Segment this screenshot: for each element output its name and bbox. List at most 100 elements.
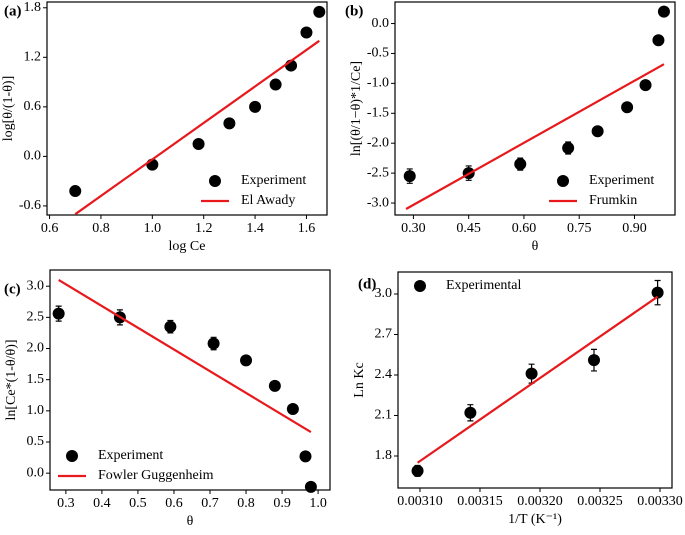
data-point xyxy=(525,367,538,380)
x-axis-label: 1/T (K⁻¹) xyxy=(508,512,562,527)
y-tick-label: 0.0 xyxy=(372,16,390,31)
x-tick-label: 0.7 xyxy=(201,496,219,511)
data-point xyxy=(52,307,65,320)
y-tick-label: -3.0 xyxy=(367,195,389,210)
legend-label: Experimental xyxy=(446,278,522,293)
y-tick-label: 2.1 xyxy=(375,408,393,423)
plot-frame xyxy=(397,271,673,489)
data-point xyxy=(313,5,326,18)
x-tick-label: 0.90 xyxy=(622,221,647,236)
y-tick-label: 3.0 xyxy=(27,278,45,293)
data-point xyxy=(240,354,253,367)
fit-line xyxy=(416,295,659,464)
plot-frame xyxy=(394,1,676,216)
y-tick-label: 2.4 xyxy=(375,367,393,382)
data-point xyxy=(164,320,177,333)
data-point xyxy=(300,26,313,39)
y-axis-label: log[θ/(1-θ)] xyxy=(1,76,16,142)
data-point xyxy=(514,158,527,171)
x-axis-label: θ xyxy=(532,239,539,254)
data-point xyxy=(562,141,575,154)
data-point xyxy=(657,5,670,18)
data-point xyxy=(652,34,665,47)
y-tick-label: 2.7 xyxy=(375,327,393,342)
legend-marker xyxy=(209,175,221,187)
x-tick-label: 0.00320 xyxy=(517,494,563,509)
x-tick-label: 0.45 xyxy=(456,221,481,236)
y-axis-label: Ln Kc xyxy=(352,362,367,397)
legend-marker xyxy=(66,450,78,462)
panel-label: (a) xyxy=(4,3,22,19)
fit-line xyxy=(74,39,320,216)
data-point xyxy=(223,117,236,130)
data-point xyxy=(269,78,282,91)
x-tick-label: 0.8 xyxy=(237,496,255,511)
x-tick-label: 0.4 xyxy=(93,496,111,511)
fit-line xyxy=(405,63,665,210)
y-tick-label: 0.6 xyxy=(24,99,42,114)
x-axis-label: θ xyxy=(187,514,194,529)
x-tick-label: 0.5 xyxy=(129,496,147,511)
x-tick-label: 0.00330 xyxy=(637,494,683,509)
panel-label: (c) xyxy=(4,281,21,297)
legend-label: Experiment xyxy=(98,448,163,463)
y-tick-label: 1.8 xyxy=(375,448,393,463)
data-point xyxy=(304,480,317,493)
y-tick-label: 1.5 xyxy=(27,372,45,387)
legend-label: El Awady xyxy=(241,193,295,208)
y-tick-label: 0.0 xyxy=(24,149,42,164)
y-tick-label: -1.5 xyxy=(367,106,389,121)
x-tick-label: 1.0 xyxy=(144,221,162,236)
plot-frame xyxy=(49,269,331,491)
y-tick-label: 1.8 xyxy=(24,0,42,15)
legend-label: Fowler Guggenheim xyxy=(98,468,214,483)
y-axis-label: ln[(θ/1−θ)*1/Ce] xyxy=(349,61,364,156)
data-point xyxy=(591,125,604,138)
data-point xyxy=(286,402,299,415)
legend-label: Experiment xyxy=(241,173,306,188)
legend-label: Experiment xyxy=(589,173,654,188)
x-tick-label: 0.9 xyxy=(273,496,291,511)
y-tick-label: 1.0 xyxy=(27,403,45,418)
y-tick-label: 2.5 xyxy=(27,310,45,325)
data-point xyxy=(639,79,652,92)
x-tick-label: 0.00325 xyxy=(577,494,623,509)
x-tick-label: 0.00310 xyxy=(397,494,443,509)
data-point xyxy=(621,101,634,114)
x-tick-label: 0.8 xyxy=(92,221,110,236)
y-tick-label: 3.0 xyxy=(375,286,393,301)
data-point xyxy=(268,379,281,392)
data-point xyxy=(249,100,262,113)
x-tick-label: 0.00315 xyxy=(457,494,503,509)
data-point xyxy=(587,354,600,367)
x-tick-label: 0.60 xyxy=(512,221,537,236)
plot-frame xyxy=(46,1,328,216)
legend-marker xyxy=(557,175,569,187)
y-axis-label: ln[Ce*(1-θ/θ)] xyxy=(4,339,19,420)
data-point xyxy=(651,286,664,299)
y-tick-label: -2.0 xyxy=(367,135,389,150)
y-tick-label: -1.0 xyxy=(367,76,389,91)
legend-label: Frumkin xyxy=(589,193,637,208)
y-tick-label: -0.5 xyxy=(367,46,389,61)
x-tick-label: 0.6 xyxy=(41,221,59,236)
data-point xyxy=(299,450,312,463)
x-tick-label: 1.6 xyxy=(298,221,316,236)
x-tick-label: 0.6 xyxy=(165,496,183,511)
x-tick-label: 1.2 xyxy=(195,221,213,236)
data-point xyxy=(411,464,424,477)
panel-label: (b) xyxy=(345,3,363,19)
y-tick-label: -0.6 xyxy=(19,198,41,213)
x-tick-label: 1.4 xyxy=(246,221,264,236)
y-tick-label: 0.5 xyxy=(27,434,45,449)
data-point xyxy=(192,138,205,150)
data-point xyxy=(464,406,477,419)
x-tick-label: 0.30 xyxy=(401,221,426,236)
data-point xyxy=(403,170,416,183)
data-point xyxy=(69,185,82,198)
y-tick-label: 2.0 xyxy=(27,341,45,356)
fit-line xyxy=(58,279,312,433)
y-tick-label: 1.2 xyxy=(24,50,42,65)
data-point xyxy=(207,337,220,350)
